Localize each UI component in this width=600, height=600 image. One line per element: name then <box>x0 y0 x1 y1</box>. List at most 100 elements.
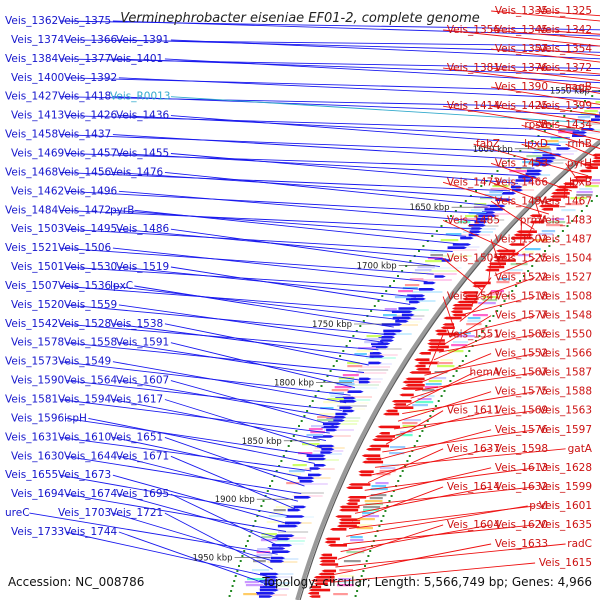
reverse-gene-arrow <box>472 284 486 288</box>
right-gene-label: Veis_1504 <box>539 252 593 264</box>
forward-gene-arrow <box>515 179 534 182</box>
feature-box <box>576 194 593 197</box>
right-gene-label: Veis_1522 <box>495 272 548 284</box>
left-label-line <box>118 531 268 585</box>
feature-box <box>348 548 367 551</box>
right-gene-label: Veis_1483 <box>539 214 592 226</box>
feature-stripe <box>365 357 396 359</box>
forward-gene-arrow <box>308 457 327 461</box>
tick-dot <box>584 100 586 102</box>
forward-gene-arrow <box>322 422 342 425</box>
left-gene-label: Veis_1607 <box>116 375 169 387</box>
tick-dot <box>449 380 452 382</box>
tick-dot <box>228 595 231 597</box>
tick-dot <box>496 310 499 312</box>
tick-dot <box>577 105 579 107</box>
left-gene-label: Veis_1457 <box>64 148 117 160</box>
feature-box <box>245 584 264 587</box>
reverse-gene-arrow <box>392 406 414 409</box>
reverse-gene-arrow <box>391 400 412 403</box>
right-label-line <box>330 562 536 583</box>
forward-gene-arrow <box>321 448 335 451</box>
left-label-line <box>164 171 495 207</box>
tick-dot <box>535 260 538 262</box>
tick-dot <box>488 320 491 322</box>
feature-box <box>420 395 435 398</box>
feature-box <box>244 581 260 584</box>
feature-stripe <box>328 420 359 422</box>
tick-dot <box>450 215 452 217</box>
left-gene-label: Veis_1590 <box>11 375 64 387</box>
right-gene-label: Veis_1632 <box>495 481 548 493</box>
right-gene-label: Veis_1550 <box>539 329 592 341</box>
right-gene-label: Veis_1453 <box>495 157 548 169</box>
reverse-gene-arrow <box>324 540 336 544</box>
forward-gene-arrow <box>409 300 421 304</box>
feature-box <box>394 296 412 299</box>
forward-gene-arrow <box>285 521 302 525</box>
feature-box <box>503 272 521 275</box>
right-gene-label: Veis_1628 <box>539 462 592 474</box>
right-label-line <box>563 182 567 199</box>
tick-dot <box>385 290 388 292</box>
left-gene-label: Veis_1651 <box>110 431 163 443</box>
left-label-line <box>170 342 356 389</box>
right-label-line <box>448 315 536 338</box>
tick-dot <box>440 395 443 397</box>
right-gene-label: prmA <box>520 214 549 226</box>
reverse-gene-arrow <box>493 256 506 259</box>
reverse-gene-arrow <box>452 304 473 307</box>
left-gene-label: Veis_1375 <box>58 15 111 27</box>
right-label-line <box>337 524 444 560</box>
reverse-gene-arrow <box>486 265 505 269</box>
forward-gene-arrow <box>342 409 355 413</box>
tick-dot <box>468 350 471 352</box>
tick-dot <box>515 285 518 287</box>
tick-dot <box>245 545 247 547</box>
reverse-gene-arrow <box>428 339 445 342</box>
reverse-gene-arrow <box>579 169 592 173</box>
tick-dot <box>362 320 365 322</box>
reverse-gene-arrow <box>338 521 361 525</box>
reverse-gene-arrow <box>358 473 372 477</box>
feature-box <box>548 221 566 224</box>
left-gene-label: Veis_1521 <box>5 242 58 254</box>
reverse-gene-arrow <box>427 348 444 352</box>
forward-gene-arrow <box>270 556 286 560</box>
feature-box <box>448 350 464 353</box>
feature-stripe <box>335 408 366 410</box>
feature-box <box>498 179 513 182</box>
left-label-line <box>59 285 405 313</box>
left-label-line <box>65 493 287 532</box>
tick-dot <box>435 230 438 232</box>
genome-backbone-shadow <box>299 142 600 600</box>
right-label-line <box>406 372 474 407</box>
right-label-line <box>488 258 492 284</box>
forward-gene-arrow <box>536 156 557 160</box>
right-gene-label: Veis_1611 <box>447 405 500 417</box>
reverse-gene-arrow <box>399 393 414 397</box>
feature-box <box>311 425 324 428</box>
feature-box <box>545 140 559 143</box>
feature-box <box>370 488 388 491</box>
left-label-line <box>65 531 271 578</box>
feature-box <box>484 194 503 197</box>
left-gene-label: Veis_1581 <box>5 394 58 406</box>
tick-dot <box>519 280 521 282</box>
tick-dot <box>254 520 257 522</box>
feature-stripe <box>446 249 477 251</box>
feature-box <box>403 419 422 422</box>
right-label-line <box>361 467 492 499</box>
forward-gene-arrow <box>294 496 312 499</box>
tick-dot <box>548 245 551 247</box>
right-gene-label: psd <box>529 500 548 512</box>
right-gene-label: gatA <box>568 443 593 455</box>
tick-dot <box>557 235 560 237</box>
reverse-gene-arrow <box>497 252 519 256</box>
left-gene-label: Veis_1591 <box>116 337 169 349</box>
tick-dot <box>303 415 306 417</box>
feature-box <box>440 239 459 242</box>
right-gene-label: Veis_1342 <box>539 24 592 36</box>
